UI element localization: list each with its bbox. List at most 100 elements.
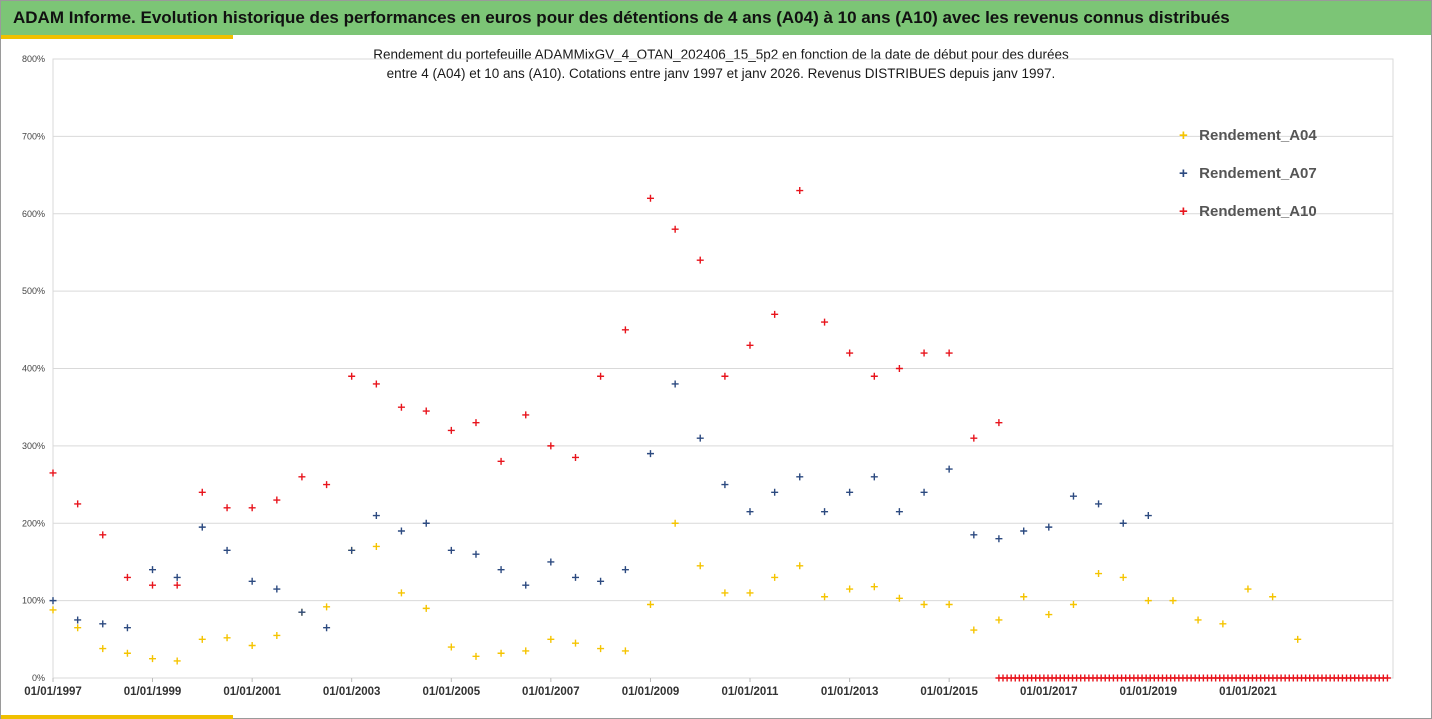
data-point-rendement-a04 [970,626,978,634]
data-point-rendement-a04 [1269,593,1277,601]
data-point-rendement-a04 [1244,585,1252,593]
data-point-rendement-a10 [323,481,331,489]
data-point-rendement-a10 [372,380,380,388]
data-point-rendement-a10 [447,426,455,434]
legend-marker-a07: + [1179,165,1188,182]
data-point-rendement-a10 [920,349,928,357]
data-point-rendement-a07 [522,581,530,589]
data-point-rendement-a10 [895,365,903,372]
data-point-rendement-a07 [1045,523,1053,531]
data-point-rendement-a04 [397,589,405,597]
data-point-rendement-a04 [497,649,505,657]
data-point-rendement-a04 [1069,600,1077,608]
data-point-rendement-a07 [99,620,107,628]
data-point-rendement-a07 [149,566,157,574]
data-point-rendement-a04 [572,639,580,647]
data-point-rendement-a07 [796,473,804,481]
data-point-rendement-a10 [821,318,829,326]
data-point-rendement-a07 [746,508,754,516]
data-point-rendement-a10 [846,349,854,357]
data-point-rendement-a10 [547,442,555,450]
legend-item-a10: + Rendement_A10 [1179,203,1317,220]
data-point-rendement-a10 [995,419,1003,427]
legend-label-a04: Rendement_A04 [1199,127,1317,144]
data-point-rendement-a07 [1020,527,1028,535]
data-point-rendement-a04 [123,649,131,657]
data-point-rendement-a07 [846,488,854,496]
legend-item-a04: + Rendement_A04 [1179,127,1317,144]
data-point-rendement-a07 [447,546,455,554]
data-point-rendement-a04 [472,652,480,660]
data-point-rendement-a10 [397,403,405,411]
data-point-rendement-a07 [646,450,654,458]
data-point-rendement-a04 [846,585,854,593]
data-point-rendement-a07 [572,573,580,581]
x-tick-label: 01/01/2005 [423,686,481,698]
data-point-rendement-a07 [1069,492,1077,500]
x-tick-label: 01/01/2007 [522,686,580,698]
data-point-rendement-a07 [870,473,878,481]
data-point-rendement-a04 [1219,620,1227,628]
data-point-rendement-a10 [522,411,530,419]
y-tick-label: 200% [22,518,45,528]
data-point-rendement-a10 [646,194,654,202]
data-point-rendement-a04 [447,643,455,651]
data-point-rendement-a10 [248,504,256,512]
data-point-rendement-a07 [771,488,779,496]
data-point-rendement-a07 [970,531,978,539]
data-point-rendement-a04 [74,624,82,632]
accent-bar-top [1,35,233,39]
data-point-rendement-a10 [696,256,704,264]
data-point-rendement-a07 [621,566,629,574]
data-point-rendement-a07 [547,558,555,566]
data-point-rendement-a10 [74,500,82,508]
legend-marker-a04: + [1179,127,1188,144]
data-point-rendement-a07 [721,481,729,489]
data-point-rendement-a07 [671,380,679,388]
data-point-rendement-a07 [497,566,505,574]
x-tick-label: 01/01/2009 [622,686,680,698]
legend-item-a07: + Rendement_A07 [1179,165,1317,182]
data-point-rendement-a10 [870,372,878,380]
y-tick-label: 100% [22,596,45,606]
data-point-rendement-a04 [1169,597,1177,605]
y-tick-label: 600% [22,209,45,219]
data-point-rendement-a04 [1194,616,1202,624]
data-point-rendement-a10 [796,187,804,195]
data-point-rendement-a04 [746,589,754,597]
data-point-rendement-a07 [472,550,480,558]
data-point-rendement-a04 [597,645,605,653]
data-point-rendement-a04 [149,655,157,663]
data-point-rendement-a07 [597,577,605,585]
data-point-rendement-a07 [298,608,306,616]
x-tick-label: 01/01/2021 [1219,686,1277,698]
data-point-rendement-a07 [920,488,928,496]
legend-label-a07: Rendement_A07 [1199,165,1317,182]
data-point-rendement-a04 [945,600,953,608]
data-point-rendement-a10 [671,225,679,233]
data-point-rendement-a04 [870,583,878,591]
data-point-rendement-a07 [696,434,704,442]
data-point-rendement-a04 [1294,635,1302,643]
data-point-rendement-a04 [99,645,107,653]
data-point-rendement-a04 [248,642,256,650]
y-tick-label: 800% [22,54,45,64]
data-point-rendement-a10 [572,453,580,461]
data-point-rendement-a04 [323,603,331,611]
chart-title-line-2: entre 4 (A04) et 10 ans (A10). Cotations… [386,66,1056,81]
data-point-rendement-a10 [348,372,356,380]
data-point-rendement-a10 [746,341,754,349]
legend-marker-a10: + [1179,203,1188,220]
data-point-rendement-a07 [945,465,953,473]
data-point-rendement-a04 [895,594,903,602]
data-point-rendement-a07 [372,512,380,520]
data-point-rendement-a10 [99,531,107,539]
x-tick-label: 01/01/2003 [323,686,381,698]
x-tick-label: 01/01/2017 [1020,686,1078,698]
data-point-rendement-a04 [646,600,654,608]
data-point-rendement-a10 [123,573,131,581]
data-point-rendement-a10 [621,326,629,334]
data-point-rendement-a04 [273,631,281,639]
data-point-rendement-a04 [223,634,231,642]
data-point-rendement-a07 [198,523,206,531]
